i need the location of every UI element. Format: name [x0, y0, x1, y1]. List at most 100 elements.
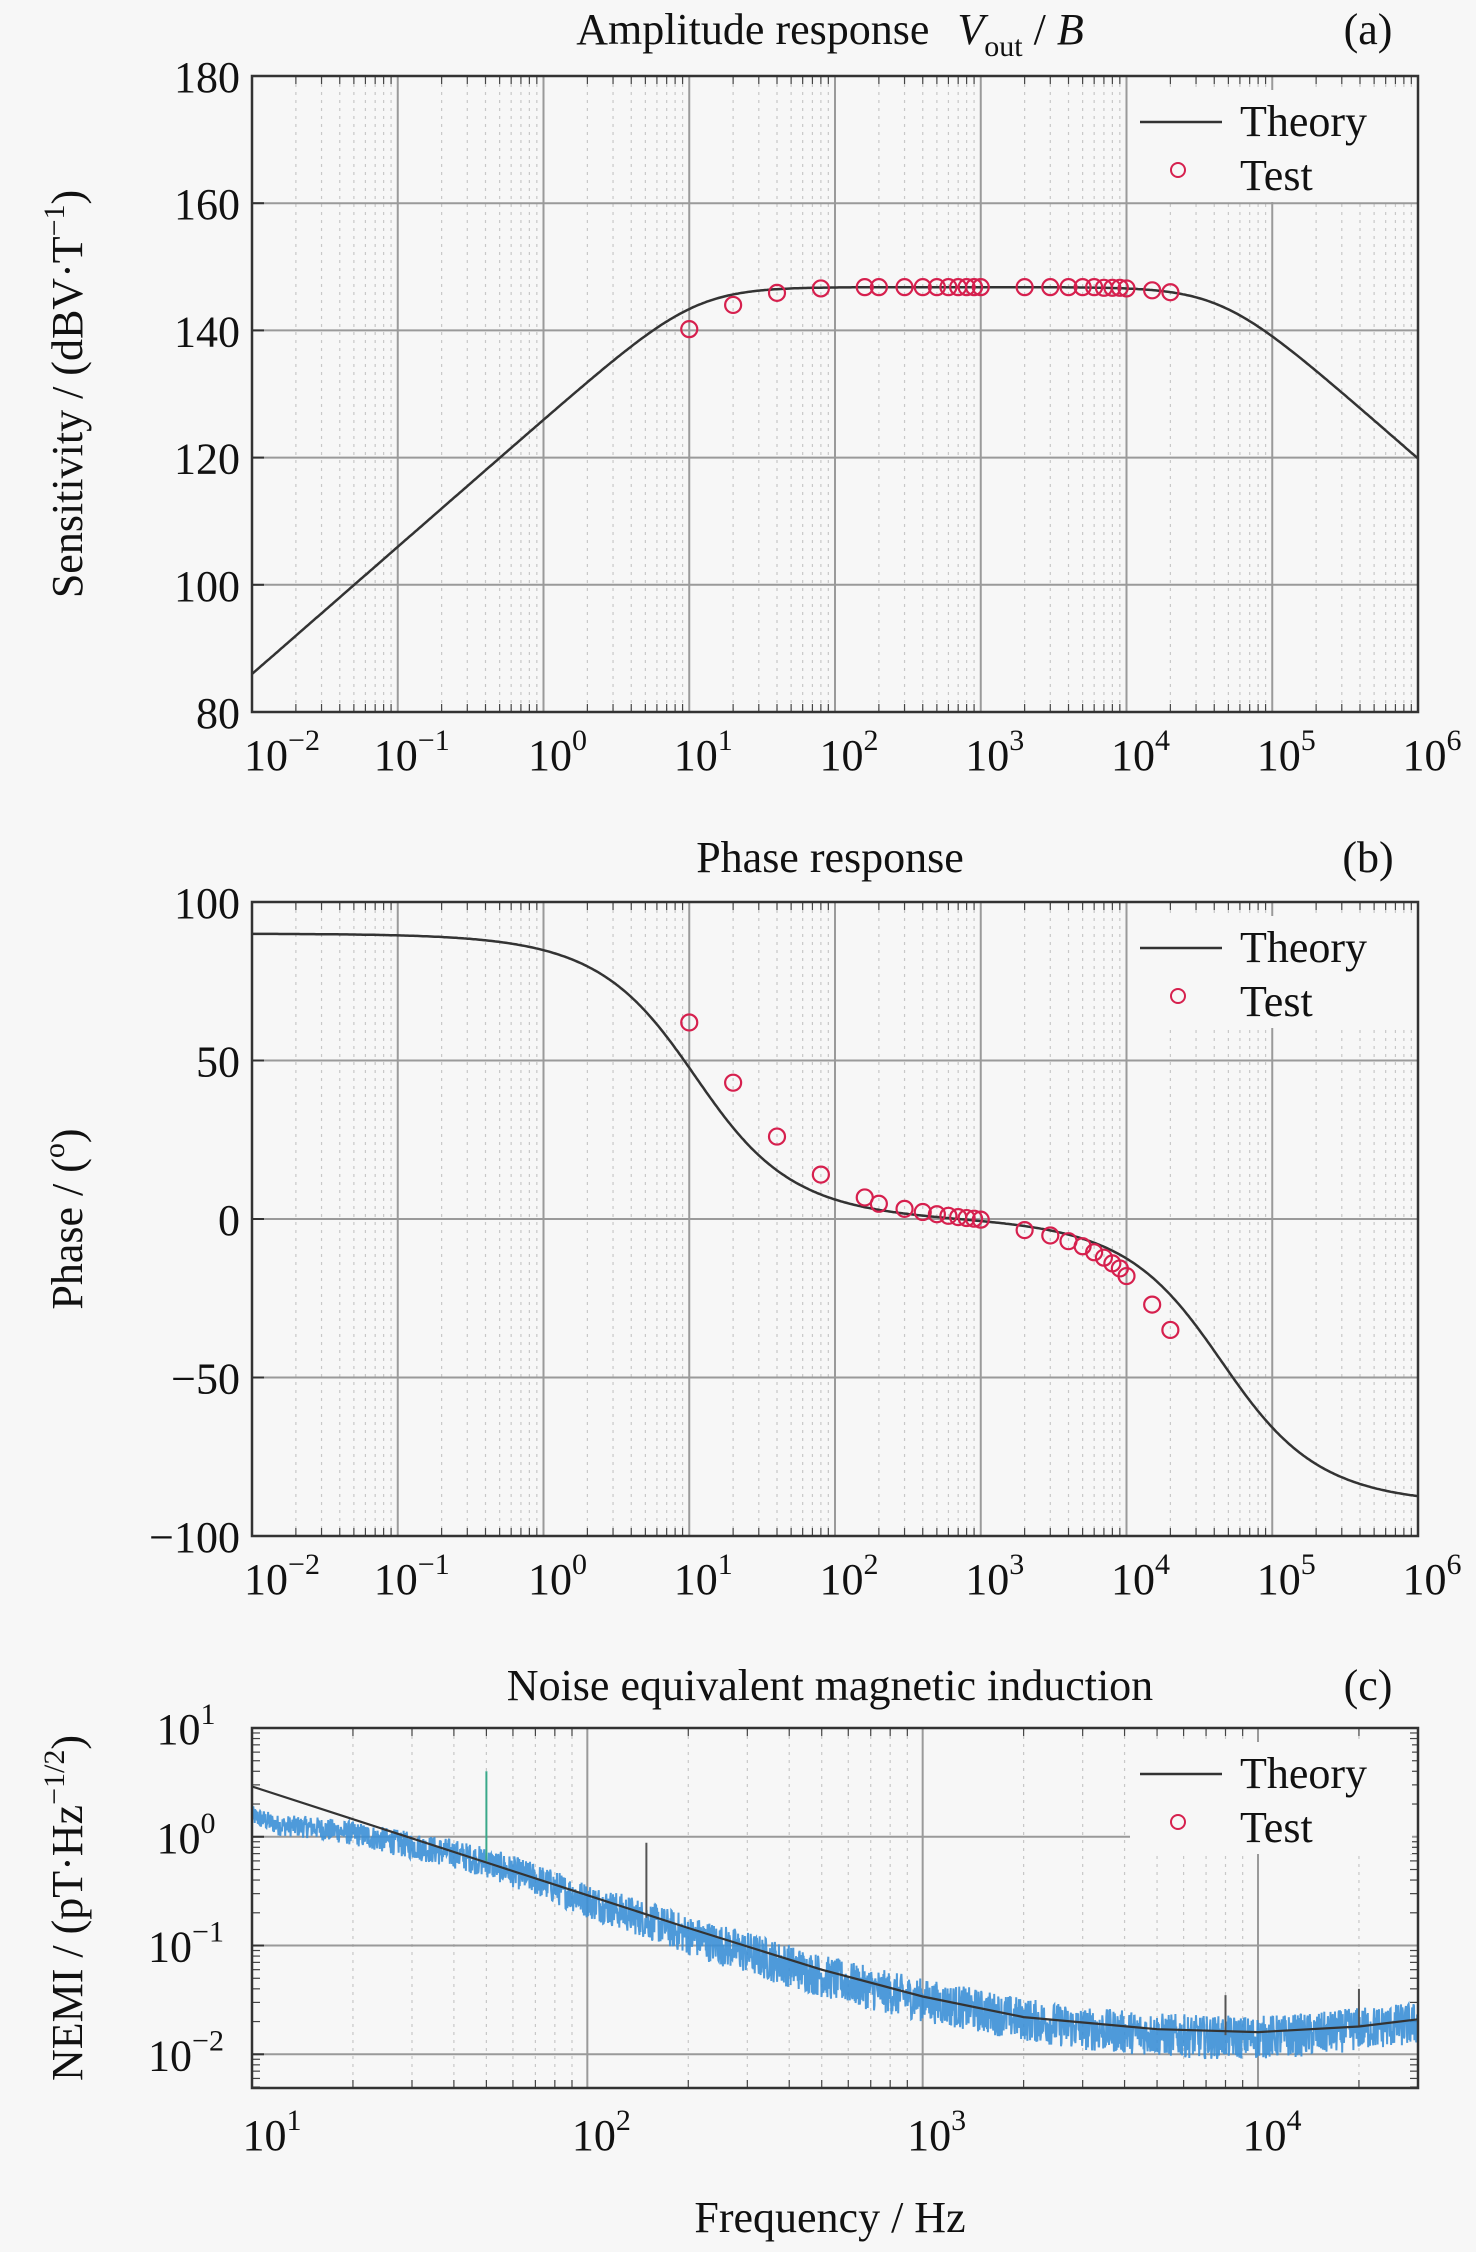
tick-base: 10 — [572, 2111, 616, 2160]
y-tick-label: 0 — [218, 1196, 240, 1245]
test-point — [1117, 279, 1136, 298]
x-tick-label: 101 — [243, 2104, 302, 2160]
y-axis-label-close: ) — [43, 1128, 92, 1143]
test-point — [1143, 281, 1162, 300]
tick-base: 10 — [1111, 731, 1155, 780]
panel-tag: (a) — [1344, 5, 1393, 54]
y-axis-label-close: ) — [43, 190, 92, 205]
y-tick-label: −50 — [171, 1355, 240, 1404]
tick-exponent: 1 — [287, 2104, 302, 2137]
test-point — [1110, 278, 1129, 297]
legend-box — [1130, 90, 1412, 202]
tick-base: 10 — [243, 2111, 287, 2160]
y-axis-label-main: NEMI / (pT·Hz — [43, 1805, 92, 2081]
tick-exponent: 4 — [1155, 724, 1170, 757]
y-tick-label: 10−1 — [148, 1916, 224, 1972]
tick-base: 10 — [374, 731, 418, 780]
legend-label-test: Test — [1240, 151, 1313, 200]
test-point — [869, 1194, 888, 1213]
tick-exponent: 0 — [572, 724, 587, 757]
title-symbol-2: B — [1057, 5, 1084, 54]
test-point — [767, 283, 787, 302]
x-tick-label: 105 — [1257, 724, 1316, 780]
tick-exponent: −1 — [418, 724, 450, 757]
test-point — [1117, 1266, 1136, 1286]
legend: Theory Test — [1130, 90, 1412, 202]
tick-exponent: 1 — [718, 1548, 733, 1581]
x-tick-label: 104 — [1111, 1548, 1170, 1604]
y-axis-label: Phase / (o) — [38, 1128, 92, 1309]
tick-base: 10 — [1243, 2111, 1287, 2160]
test-point — [811, 279, 830, 298]
tick-exponent: 4 — [1287, 2104, 1302, 2137]
panel-tag: (b) — [1342, 833, 1393, 882]
y-tick-label: 80 — [196, 689, 240, 738]
y-tick-label: 10−2 — [148, 2024, 224, 2080]
test-point — [927, 278, 946, 297]
test-point — [971, 1210, 990, 1229]
tick-exponent: −1 — [192, 1916, 224, 1949]
tick-exponent: 2 — [864, 724, 879, 757]
test-point — [1161, 1320, 1180, 1340]
legend-box — [1130, 916, 1412, 1028]
tick-exponent: 6 — [1447, 1548, 1462, 1581]
tick-exponent: 5 — [1301, 1548, 1316, 1581]
test-point — [1103, 278, 1122, 297]
y-tick-label: 180 — [174, 53, 240, 102]
legend-box — [1130, 1742, 1412, 1854]
y-axis-label: NEMI / (pT·Hz−1/2) — [38, 1735, 92, 2081]
legend-marker-swatch — [1170, 1814, 1186, 1830]
theory-curve — [252, 1785, 1418, 2034]
test-point — [724, 1073, 743, 1092]
y-axis-label-sup: o — [38, 1143, 71, 1158]
tick-exponent: 6 — [1447, 724, 1462, 757]
plot-area — [252, 932, 1418, 1498]
x-tick-label: 10−2 — [244, 1548, 320, 1604]
panel-title-text: Noise equivalent magnetic induction — [507, 1661, 1153, 1710]
tick-base: 10 — [820, 1555, 864, 1604]
tick-exponent: 1 — [718, 724, 733, 757]
test-point — [913, 1202, 932, 1222]
tick-exponent: −2 — [288, 1548, 320, 1581]
tick-base: 10 — [148, 2031, 192, 2080]
title-subscript: out — [984, 30, 1023, 63]
test-point — [855, 278, 874, 297]
test-point — [957, 1208, 976, 1228]
test-point — [1161, 283, 1180, 302]
y-tick-label: 100 — [174, 562, 240, 611]
tick-exponent: −1 — [418, 1548, 450, 1581]
test-point — [1143, 1295, 1162, 1314]
test-point — [1073, 278, 1092, 297]
axes-frame — [250, 900, 1420, 1538]
plot-area — [252, 278, 1418, 675]
y-axis-label: Sensitivity / (dBV·T−1) — [38, 190, 92, 598]
tick-base: 10 — [374, 1555, 418, 1604]
tick-exponent: 2 — [616, 2104, 631, 2137]
tick-base: 10 — [1403, 731, 1447, 780]
test-point — [680, 1013, 699, 1032]
test-point — [1041, 1226, 1060, 1245]
tick-exponent: 3 — [951, 2104, 966, 2137]
tick-exponent: 4 — [1155, 1548, 1170, 1581]
x-tick-labels: 10−2 10−1 100 101 102 103 104 105 106 — [244, 724, 1461, 780]
test-point — [869, 278, 888, 297]
x-tick-label: 105 — [1257, 1548, 1316, 1604]
y-tick-label: 120 — [174, 435, 240, 484]
test-point — [895, 1199, 914, 1218]
test-point — [913, 278, 932, 297]
tick-base: 10 — [965, 731, 1009, 780]
test-point — [971, 278, 990, 297]
y-axis-label-sup: −1/2 — [38, 1750, 71, 1805]
tick-base: 10 — [528, 1555, 572, 1604]
tick-exponent: 3 — [1009, 1548, 1024, 1581]
theory-curve — [252, 285, 1418, 675]
panel-title-text: Amplitude response — [576, 5, 929, 54]
x-tick-label: 104 — [1243, 2104, 1302, 2160]
test-point — [811, 1165, 830, 1184]
x-tick-label: 106 — [1403, 1548, 1462, 1604]
tick-base: 10 — [244, 731, 288, 780]
tick-base: 10 — [1403, 1555, 1447, 1604]
panel-title: Noise equivalent magnetic induction — [507, 1661, 1153, 1710]
y-tick-label: 50 — [196, 1038, 240, 1087]
